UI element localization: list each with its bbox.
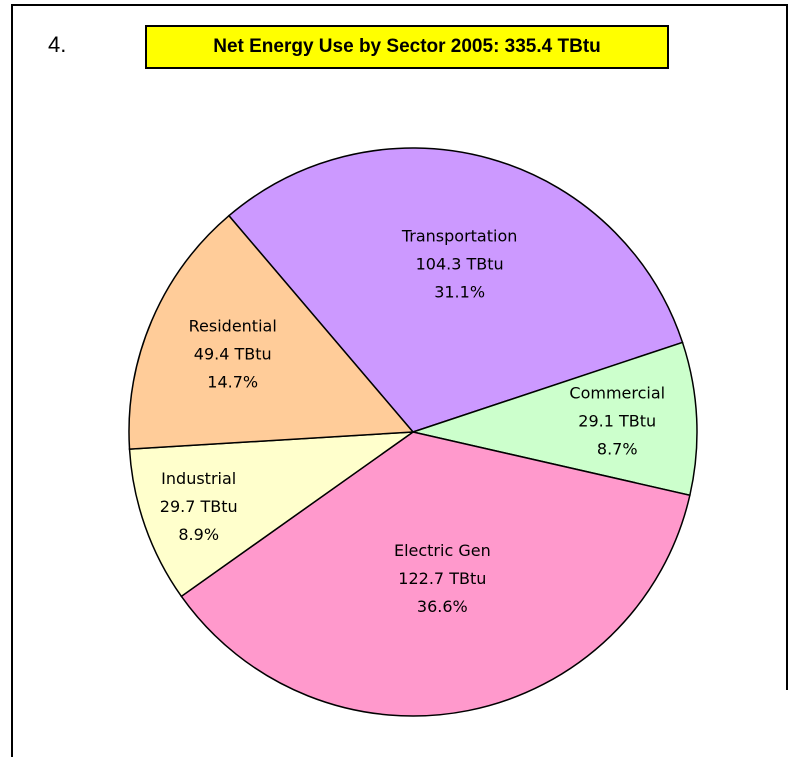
pie-slice [227,147,684,433]
slice-label: Transportation [401,227,518,246]
percent-label: 36.6% [417,597,468,616]
value-label: 49.4 TBtu [194,345,272,364]
value-label: 104.3 TBtu [416,255,504,274]
percent-label: 8.9% [178,525,219,544]
percent-label: 14.7% [207,373,258,392]
slice-label: Electric Gen [394,541,491,560]
chart-number: 4. [48,32,66,57]
chart-title: Net Energy Use by Sector 2005: 335.4 TBt… [213,36,601,57]
title-box [145,25,669,69]
frame [11,4,788,757]
value-label: 29.1 TBtu [578,412,656,431]
pie-slice [128,431,416,598]
slice-label: Commercial [569,384,665,403]
value-label: 122.7 TBtu [398,569,486,588]
slice-label: Industrial [161,469,236,488]
percent-label: 31.1% [434,283,485,302]
value-label: 29.7 TBtu [160,497,238,516]
pie-slice [410,341,698,497]
pie-slice [180,431,691,717]
pie-slice [128,214,415,450]
slice-label: Residential [189,317,277,336]
percent-label: 8.7% [597,440,638,459]
